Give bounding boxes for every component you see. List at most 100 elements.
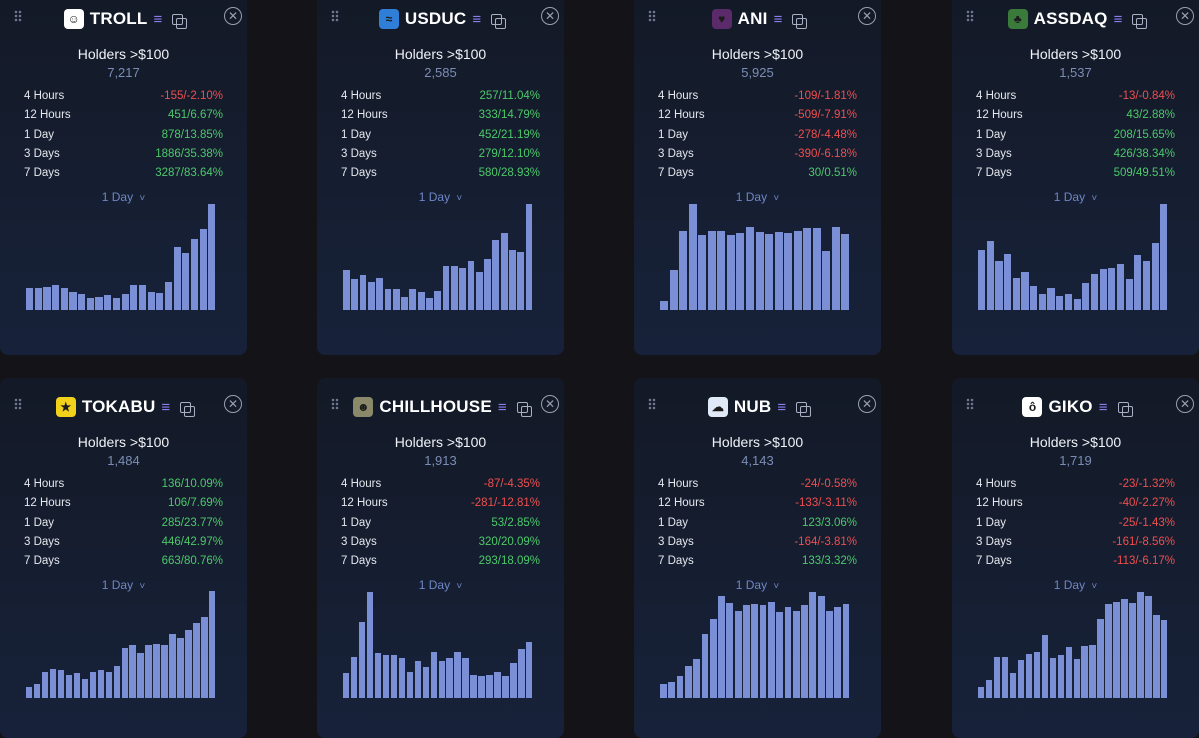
chart-bar[interactable] xyxy=(500,233,508,310)
chart-bar[interactable] xyxy=(1049,658,1057,698)
chart-bar[interactable] xyxy=(69,291,77,310)
chart-bar[interactable] xyxy=(65,675,73,698)
close-icon[interactable]: ✕ xyxy=(224,395,242,413)
chart-bar[interactable] xyxy=(1081,646,1088,698)
copy-icon[interactable] xyxy=(1117,401,1133,417)
chart-bar[interactable] xyxy=(518,649,525,698)
chart-bar[interactable] xyxy=(33,683,41,698)
chart-bar[interactable] xyxy=(376,277,383,310)
chart-bar[interactable] xyxy=(147,291,155,310)
token-name[interactable]: ANI xyxy=(737,9,768,28)
chart-bar[interactable] xyxy=(1145,596,1152,698)
chart-bar[interactable] xyxy=(359,275,367,310)
chart-bar[interactable] xyxy=(1025,653,1033,698)
chart-bar[interactable] xyxy=(470,675,477,698)
chart-bar[interactable] xyxy=(684,665,692,698)
chart-bar[interactable] xyxy=(438,661,445,698)
drag-handle-icon[interactable] xyxy=(648,10,656,22)
chart-bar[interactable] xyxy=(809,592,817,698)
token-name[interactable]: GIKO xyxy=(1048,397,1093,416)
chart-bar[interactable] xyxy=(1125,278,1133,310)
chart-bar[interactable] xyxy=(784,233,793,310)
copy-icon[interactable] xyxy=(491,13,507,29)
chart-bar[interactable] xyxy=(145,645,152,698)
chart-bar[interactable] xyxy=(831,226,840,310)
chart-bar[interactable] xyxy=(173,247,181,310)
copy-icon[interactable] xyxy=(792,13,808,29)
chart-bar[interactable] xyxy=(478,676,485,698)
chart-bar[interactable] xyxy=(434,290,442,310)
chart-bar[interactable] xyxy=(717,231,726,310)
menu-icon[interactable]: ≡ xyxy=(161,398,171,416)
chart-bar[interactable] xyxy=(509,249,516,310)
chart-bar[interactable] xyxy=(78,293,86,310)
chart-bar[interactable] xyxy=(526,641,533,698)
chart-bar[interactable] xyxy=(95,297,103,310)
chart-bar[interactable] xyxy=(701,634,709,698)
chart-bar[interactable] xyxy=(812,227,821,310)
chart-bar[interactable] xyxy=(734,610,742,698)
chart-bar[interactable] xyxy=(484,259,491,310)
chart-bar[interactable] xyxy=(1105,604,1112,698)
chart-bar[interactable] xyxy=(414,661,422,698)
drag-handle-icon[interactable] xyxy=(14,10,22,22)
drag-handle-icon[interactable] xyxy=(14,398,22,410)
period-dropdown[interactable]: 1 Day ˅ xyxy=(0,578,247,592)
chart-bar[interactable] xyxy=(1129,602,1136,698)
chart-bar[interactable] xyxy=(459,267,467,310)
chart-bar[interactable] xyxy=(1017,660,1025,698)
copy-icon[interactable] xyxy=(1132,13,1148,29)
chart-bar[interactable] xyxy=(358,622,366,698)
chart-bar[interactable] xyxy=(350,656,358,698)
chart-bar[interactable] xyxy=(1038,293,1046,310)
chart-bar[interactable] xyxy=(1142,261,1151,310)
chart-bar[interactable] xyxy=(1073,299,1081,310)
token-name[interactable]: TOKABU xyxy=(81,397,156,416)
chart-bar[interactable] xyxy=(1116,263,1125,310)
chart-bar[interactable] xyxy=(751,604,759,698)
chart-bar[interactable] xyxy=(26,687,33,698)
menu-icon[interactable]: ≡ xyxy=(153,10,163,28)
chart-bar[interactable] xyxy=(1099,268,1107,310)
drag-handle-icon[interactable] xyxy=(966,398,974,410)
chart-bar[interactable] xyxy=(156,292,164,310)
chart-bar[interactable] xyxy=(1108,267,1116,310)
token-name[interactable]: CHILLHOUSE xyxy=(379,397,492,416)
chart-bar[interactable] xyxy=(698,235,707,310)
chart-bar[interactable] xyxy=(104,294,112,310)
chart-bar[interactable] xyxy=(1151,243,1159,310)
chart-bar[interactable] xyxy=(792,610,800,698)
menu-icon[interactable]: ≡ xyxy=(1098,398,1108,416)
chart-bar[interactable] xyxy=(97,669,105,698)
chart-bar[interactable] xyxy=(442,265,450,310)
chart-bar[interactable] xyxy=(417,291,425,310)
chart-bar[interactable] xyxy=(161,645,168,698)
copy-icon[interactable] xyxy=(180,401,196,417)
chart-bar[interactable] xyxy=(1134,254,1142,310)
chart-bar[interactable] xyxy=(57,669,65,698)
chart-bar[interactable] xyxy=(669,270,678,310)
chart-bar[interactable] xyxy=(199,229,207,310)
chart-bar[interactable] xyxy=(660,301,669,310)
drag-handle-icon[interactable] xyxy=(331,398,339,410)
chart-bar[interactable] xyxy=(401,297,408,310)
close-icon[interactable]: ✕ xyxy=(1176,395,1194,413)
chart-bar[interactable] xyxy=(1137,592,1144,698)
chart-bar[interactable] xyxy=(60,288,68,310)
period-dropdown[interactable]: 1 Day ˅ xyxy=(0,190,247,204)
chart-bar[interactable] xyxy=(382,654,390,698)
chart-bar[interactable] xyxy=(774,232,783,310)
period-dropdown[interactable]: 1 Day ˅ xyxy=(317,190,564,204)
chart-bar[interactable] xyxy=(1082,283,1090,310)
chart-bar[interactable] xyxy=(510,663,517,698)
chart-bar[interactable] xyxy=(1041,635,1049,698)
chart-bar[interactable] xyxy=(446,658,453,698)
chart-bar[interactable] xyxy=(793,231,802,310)
chart-bar[interactable] xyxy=(450,265,458,310)
chart-bar[interactable] xyxy=(81,678,89,698)
chart-bar[interactable] xyxy=(398,658,406,698)
chart-bar[interactable] xyxy=(826,610,833,698)
chart-bar[interactable] xyxy=(52,285,60,310)
drag-handle-icon[interactable] xyxy=(331,10,339,22)
chart-bar[interactable] xyxy=(392,289,400,310)
